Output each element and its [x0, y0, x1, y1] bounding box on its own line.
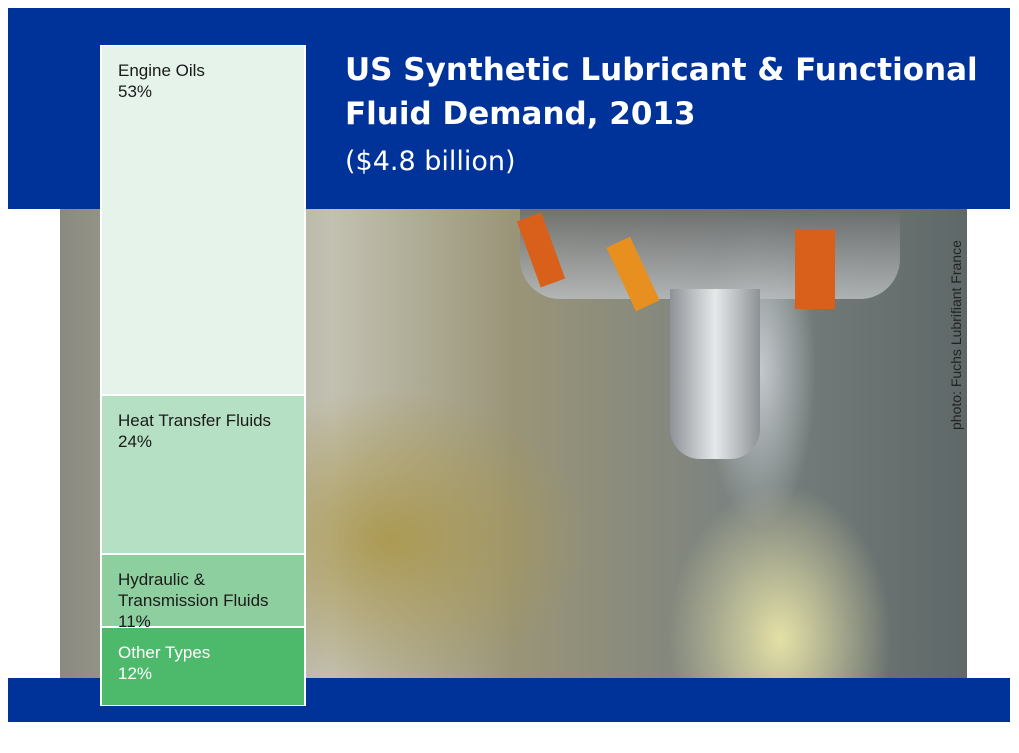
bar-segment: Engine Oils 53%	[100, 45, 306, 395]
value-label: 24%	[118, 431, 300, 452]
photo-credit: photo: Fuchs Lubrifiant France	[948, 240, 964, 430]
segment-label: Heat Transfer Fluids 24%	[118, 410, 300, 452]
category-label: Hydraulic & Transmission Fluids	[118, 570, 269, 610]
page: US Synthetic Lubricant & Functional Flui…	[0, 0, 1019, 753]
bar-segment: Heat Transfer Fluids 24%	[100, 395, 306, 554]
segment-label: Other Types 12%	[118, 642, 300, 684]
category-label: Heat Transfer Fluids	[118, 411, 271, 430]
category-label: Engine Oils	[118, 61, 205, 80]
value-label: 53%	[118, 81, 300, 102]
bar-segment: Other Types 12%	[100, 627, 306, 706]
stacked-bar: Engine Oils 53%Heat Transfer Fluids 24%H…	[100, 45, 306, 706]
bar-segment: Hydraulic & Transmission Fluids 11%	[100, 554, 306, 627]
segment-label: Engine Oils 53%	[118, 60, 300, 102]
category-label: Other Types	[118, 643, 210, 662]
chart-subtitle: ($4.8 billion)	[345, 146, 516, 177]
chart-title: US Synthetic Lubricant & Functional Flui…	[345, 48, 985, 136]
segment-label: Hydraulic & Transmission Fluids 11%	[118, 569, 300, 632]
value-label: 12%	[118, 663, 300, 684]
